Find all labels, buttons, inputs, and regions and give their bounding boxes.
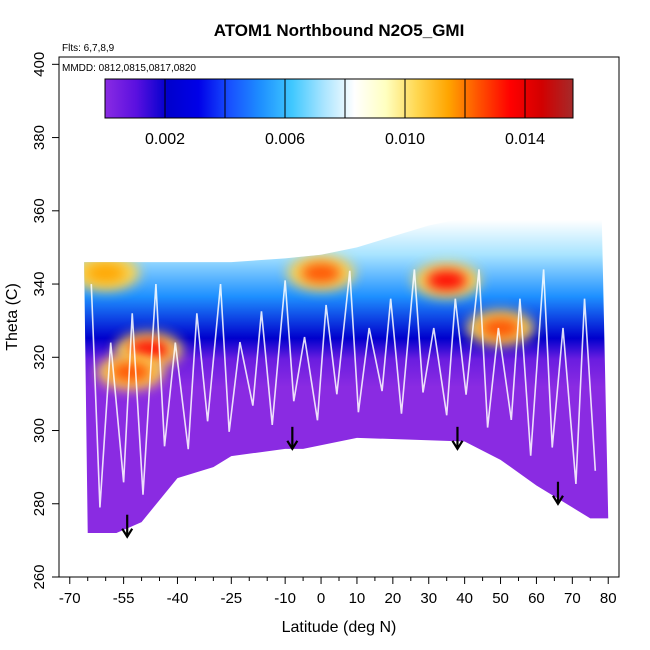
x-tick-label: 30 — [420, 590, 437, 607]
high-value-patch-4 — [426, 270, 467, 291]
colorbar-tick-labels: 0.002 0.006 0.010 0.014 — [145, 131, 545, 148]
x-tick-label: 50 — [492, 590, 509, 607]
y-tick-label: 340 — [31, 272, 48, 297]
colorbar-tick-label: 0.002 — [145, 131, 185, 148]
flight-arrow-0 — [121, 514, 134, 539]
high-value-patch-2 — [85, 263, 126, 284]
y-tick-label: 260 — [31, 564, 48, 589]
dates-annotation: MMDD: 0812,0815,0817,0820 — [62, 63, 196, 74]
y-tick-label: 300 — [31, 418, 48, 443]
x-tick-label: -40 — [167, 590, 189, 607]
n2o5-field-area — [84, 185, 609, 534]
x-axis: -70 -55 -40 -25 -10 0 10 20 30 40 50 60 70 80 — [59, 577, 617, 607]
colorbar-tick-label: 0.006 — [265, 131, 305, 148]
high-value-patches — [84, 255, 535, 390]
y-tick-label: 320 — [31, 345, 48, 370]
flights-annotation: Flts: 6,7,8,9 — [62, 43, 115, 54]
colorbar-gridlines — [164, 79, 526, 118]
y-tick-label: 360 — [31, 198, 48, 223]
x-tick-label: 70 — [564, 590, 581, 607]
colorbar-tick-label: 0.010 — [385, 131, 425, 148]
flight-arrows — [121, 426, 564, 539]
colorbar-scale — [104, 78, 574, 119]
high-value-patch-1 — [110, 361, 151, 382]
x-tick-label: 10 — [349, 590, 366, 607]
flight-arrow-1 — [286, 426, 299, 451]
colorbar-tick-label: 0.014 — [505, 131, 545, 148]
flight-arrow-3 — [552, 481, 564, 506]
y-axis-label: Theta (C) — [4, 283, 21, 351]
flight-arrow-2 — [451, 426, 464, 451]
colorbar: 0.002 0.006 0.010 0.014 — [104, 78, 574, 148]
y-axis: 260 280 300 320 340 360 380 400 — [31, 52, 59, 590]
profile-traces — [90, 269, 597, 508]
x-axis-label: Latitude (deg N) — [282, 619, 397, 636]
high-value-patch-5 — [480, 317, 521, 338]
x-tick-label: 80 — [600, 590, 617, 607]
profile-trace — [90, 269, 597, 508]
high-value-patch-3 — [301, 263, 342, 284]
chart-title: ATOM1 Northbound N2O5_GMI — [214, 21, 465, 40]
x-tick-label: 20 — [385, 590, 402, 607]
x-tick-label: -70 — [59, 590, 81, 607]
x-tick-label: 0 — [317, 590, 325, 607]
x-tick-label: 40 — [456, 590, 473, 607]
y-tick-label: 400 — [31, 52, 48, 77]
y-tick-label: 280 — [31, 491, 48, 516]
x-tick-label: -55 — [113, 590, 135, 607]
x-tick-label: 60 — [528, 590, 545, 607]
y-tick-label: 380 — [31, 125, 48, 150]
x-tick-label: -25 — [220, 590, 242, 607]
x-tick-label: -10 — [274, 590, 296, 607]
n2o5-field — [84, 185, 609, 534]
